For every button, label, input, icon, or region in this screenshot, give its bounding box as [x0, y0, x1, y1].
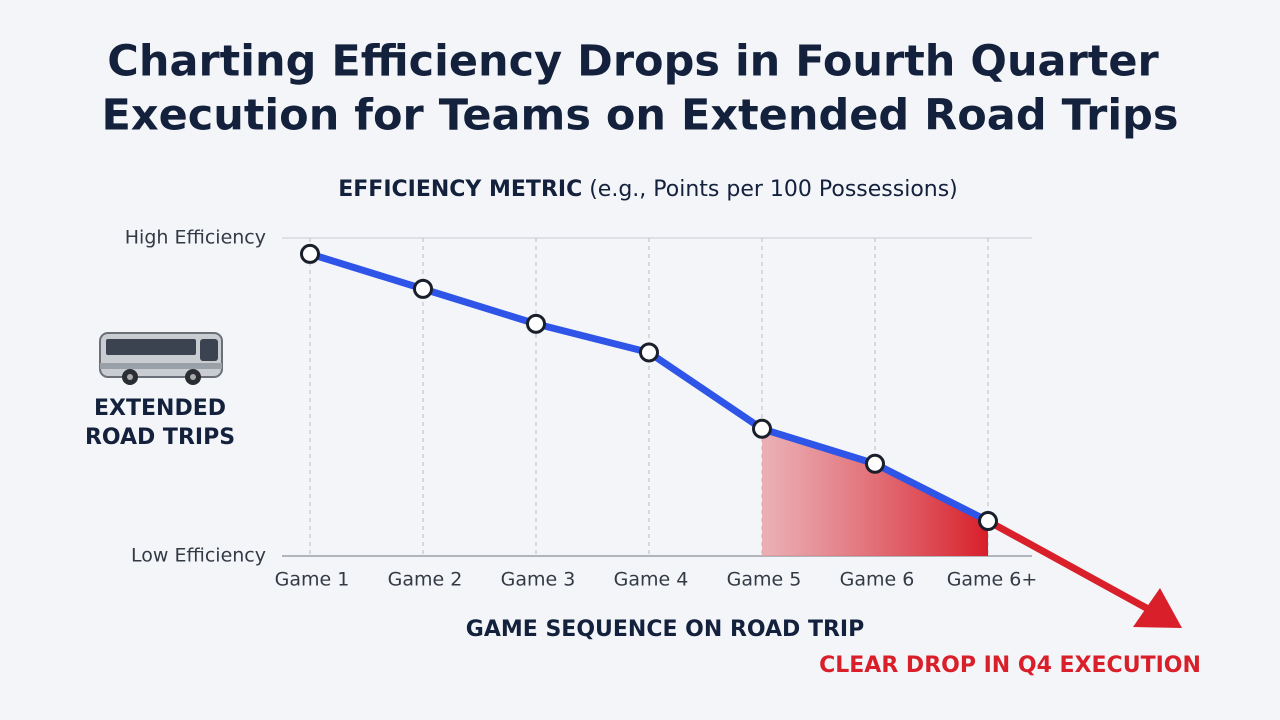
- y-tick-label: Low Efficiency: [131, 545, 266, 567]
- drop-arrow-head: [1133, 588, 1182, 628]
- side-label: EXTENDED: [94, 396, 226, 421]
- y-axis-title: EFFICIENCY METRIC (e.g., Points per 100 …: [338, 177, 958, 202]
- highlight-area: [762, 428, 988, 556]
- point: [639, 342, 659, 363]
- point: [413, 278, 433, 299]
- x-tick-label: Game 6: [840, 569, 915, 591]
- chart-title: Execution for Teams on Extended Road Tri…: [102, 91, 1179, 141]
- point: [526, 313, 546, 334]
- y-tick-label: High Efficiency: [125, 227, 266, 249]
- point: [300, 243, 320, 264]
- y-axis-label: EFFICIENCY METRIC: [338, 177, 582, 202]
- y-axis-note: (e.g., Points per 100 Possessions): [589, 177, 958, 202]
- bus-icon: [99, 332, 223, 385]
- x-axis-title: GAME SEQUENCE ON ROAD TRIP: [466, 617, 864, 642]
- annotation: CLEAR DROP IN Q4 EXECUTION: [819, 653, 1201, 678]
- x-tick-label: Game 4: [614, 569, 689, 591]
- point: [978, 511, 998, 532]
- drop-arrow: [986, 517, 1152, 614]
- x-tick-label: Game 5: [727, 569, 802, 591]
- side-label: ROAD TRIPS: [85, 425, 235, 450]
- x-tick-label: Game 2: [388, 569, 463, 591]
- x-tick-label: Game 3: [501, 569, 576, 591]
- point: [865, 453, 885, 474]
- chart-title: Charting Efficiency Drops in Fourth Quar…: [107, 37, 1159, 87]
- x-tick-label: Game 6+: [947, 569, 1038, 591]
- point: [752, 418, 772, 439]
- x-tick-label: Game 1: [275, 569, 350, 591]
